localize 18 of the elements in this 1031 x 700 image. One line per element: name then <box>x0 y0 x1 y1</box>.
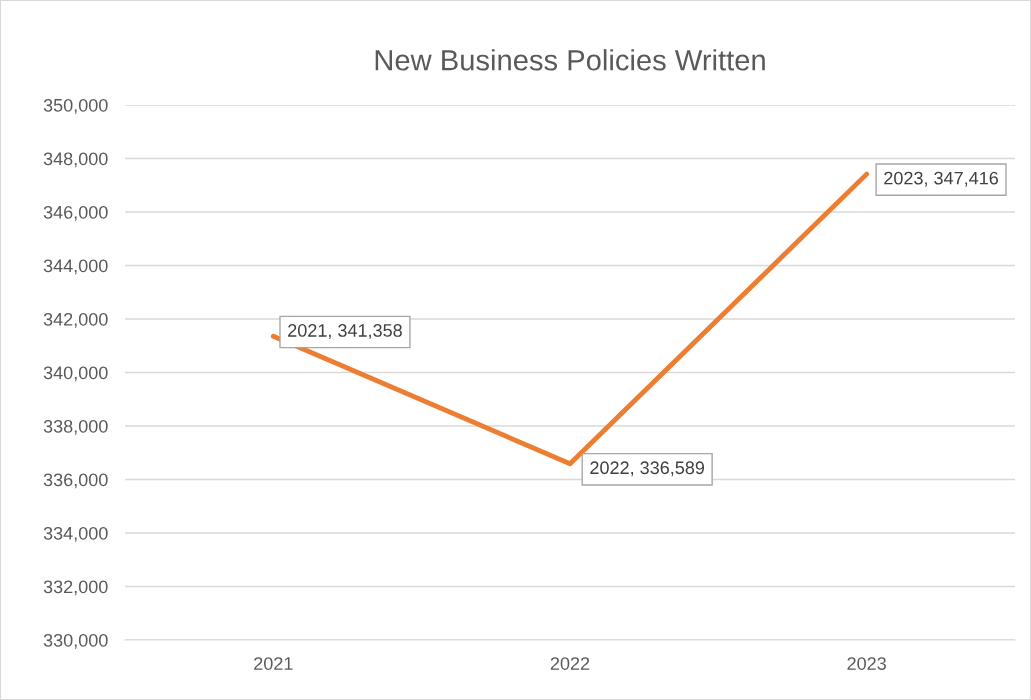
y-tick-label: 348,000 <box>43 152 108 168</box>
y-tick-label: 334,000 <box>43 526 108 542</box>
y-tick-label: 346,000 <box>43 205 108 221</box>
x-tick-label: 2021 <box>254 657 293 670</box>
x-tick-label: 2022 <box>550 657 590 670</box>
y-tick-label: 344,000 <box>43 259 108 275</box>
data-label: 2021, 341,358 <box>288 324 402 339</box>
y-tick-label: 336,000 <box>43 473 108 489</box>
y-tick-label: 342,000 <box>43 312 108 328</box>
y-tick-label: 340,000 <box>43 366 108 382</box>
x-tick-label: 2023 <box>847 657 886 670</box>
y-tick-label: 338,000 <box>43 419 108 435</box>
data-label: 2022, 336,589 <box>590 461 705 477</box>
chart-title: New Business Policies Written <box>375 49 765 71</box>
y-tick-label: 330,000 <box>43 633 108 649</box>
data-label: 2023, 347,416 <box>884 171 999 187</box>
y-tick-label: 350,000 <box>43 98 108 114</box>
y-tick-label: 332,000 <box>43 580 108 596</box>
